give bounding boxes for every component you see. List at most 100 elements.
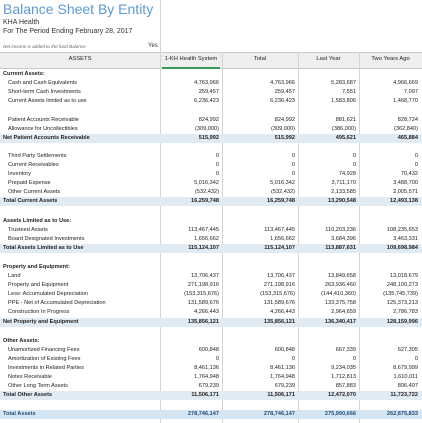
amount: 4,966,669 (393, 80, 418, 87)
amount: 135,856,121 (187, 318, 219, 325)
amount: 679,239 (274, 383, 295, 390)
row-label: Other Long Term Assets (8, 383, 68, 390)
amount: 3,684,396 (331, 235, 356, 242)
section-heading: Assets Limited as to Use: (3, 217, 72, 224)
amount: 259,457 (274, 89, 295, 96)
row-label: Construction In Progress (8, 309, 70, 316)
amount: 1,764,948 (270, 374, 295, 380)
amount: (309,000) (195, 125, 219, 132)
row-label: Trusteed Assets (8, 226, 48, 233)
amount: 125,373,213 (386, 300, 418, 307)
amount: 113,887,631 (325, 244, 356, 251)
amount: (386,000) (332, 125, 356, 132)
amount: 6,236,423 (270, 98, 295, 105)
section-heading: Property and Equipment: (3, 263, 70, 270)
column-header: Two Years Ago (371, 56, 410, 62)
amount: 108,235,653 (386, 226, 418, 233)
amount: 4,763,966 (270, 80, 295, 87)
highlight-row (0, 243, 422, 253)
row-label: Other Current Assets (8, 189, 61, 196)
amount: 133,375,758 (324, 300, 356, 307)
highlight-row (0, 133, 422, 143)
amount: 5,283,687 (331, 80, 356, 87)
row-label: Net Property and Equipment (3, 318, 79, 325)
row-label: Total Assets Limited as to Use (3, 244, 84, 251)
amount: 0 (291, 355, 295, 362)
row-label: Less: Accumulated Depreciation (8, 291, 88, 298)
amount: 131,589,676 (263, 300, 295, 307)
amount: 0 (215, 171, 219, 178)
section-heading: Current Assets: (3, 71, 45, 77)
amount: 4,266,443 (194, 309, 219, 316)
amount: (309,000) (271, 125, 295, 132)
amount: 1,712,813 (331, 374, 356, 380)
amount: 1,468,770 (393, 98, 418, 105)
amount: 1,656,662 (194, 235, 219, 242)
row-label: Short-term Cash Investments (8, 89, 81, 96)
amount: 70,432 (400, 171, 418, 178)
row-label: Land (8, 273, 21, 279)
amount: 3,711,170 (331, 180, 356, 187)
column-header: Total (253, 56, 267, 62)
amount: 271,198,916 (187, 282, 219, 289)
amount: 881,621 (335, 116, 356, 123)
amount: 679,239 (198, 383, 219, 390)
amount: 5,016,342 (270, 180, 295, 187)
amount: 667,339 (335, 346, 356, 353)
amount: 3,488,700 (393, 180, 418, 187)
amount: 1,764,948 (194, 374, 219, 380)
amount: 13,290,548 (328, 198, 356, 205)
amount: 110,203,236 (325, 226, 356, 233)
amount: 495,621 (335, 134, 356, 141)
row-label: Inventory (8, 171, 32, 178)
row-label: Investments in Related Parties (8, 364, 84, 371)
amount: 131,589,676 (187, 300, 219, 307)
column-header: 1-KH Health System (164, 56, 218, 62)
amount: 3,463,331 (393, 235, 418, 242)
amount: 828,724 (397, 116, 418, 123)
amount: 113,467,445 (264, 226, 295, 233)
amount: 465,884 (397, 134, 418, 141)
amount: 8,679,999 (393, 364, 418, 371)
amount: 1,610,011 (393, 374, 418, 380)
row-label: Current Receivables (8, 162, 59, 168)
amount: (135,745,739) (383, 291, 418, 298)
amount: 1,583,806 (331, 98, 356, 105)
amount: (153,315,676) (184, 291, 219, 298)
amount: 8,461,136 (270, 364, 295, 371)
amount: 9,234,035 (331, 364, 356, 371)
amount: 806,407 (397, 383, 418, 390)
amount: 0 (215, 162, 219, 168)
column-divider (160, 0, 161, 423)
amount: 275,990,666 (324, 411, 356, 418)
amount: 0 (291, 152, 295, 159)
amount: 4,763,966 (194, 80, 219, 87)
amount: 2,133,585 (331, 189, 356, 196)
amount: 627,305 (397, 346, 418, 353)
column-divider (359, 52, 360, 423)
amount: 11,506,171 (267, 392, 295, 399)
amount: 0 (291, 162, 295, 168)
row-label: Net Patient Accounts Receivable (3, 134, 90, 141)
amount: 515,992 (274, 134, 295, 141)
row-label: Notes Receivable (8, 374, 52, 380)
amount: 115,124,107 (188, 244, 219, 251)
amount: 128,159,996 (386, 318, 418, 325)
section-heading: Other Assets: (3, 337, 40, 344)
report-title: Balance Sheet By Entity (3, 1, 154, 17)
row-label: Allowance for Uncollectibles (8, 125, 78, 132)
row-label: PPE - Net of Accumulated Depreciation (8, 300, 106, 307)
amount: 600,848 (274, 346, 295, 353)
row-label: Cash and Cash Equivalents (8, 80, 78, 87)
amount: 13,706,437 (191, 273, 219, 279)
amount: 2,005,571 (393, 189, 418, 196)
amount: (144,410,360) (321, 291, 356, 298)
amount: 7,551 (342, 89, 356, 96)
amount: 2,964,659 (331, 309, 356, 316)
column-header: ASSETS (68, 56, 92, 62)
amount: (153,315,676) (260, 291, 295, 298)
amount: (532,432) (195, 189, 219, 196)
amount: 12,493,138 (390, 198, 418, 205)
amount: 2,786,783 (393, 309, 418, 316)
